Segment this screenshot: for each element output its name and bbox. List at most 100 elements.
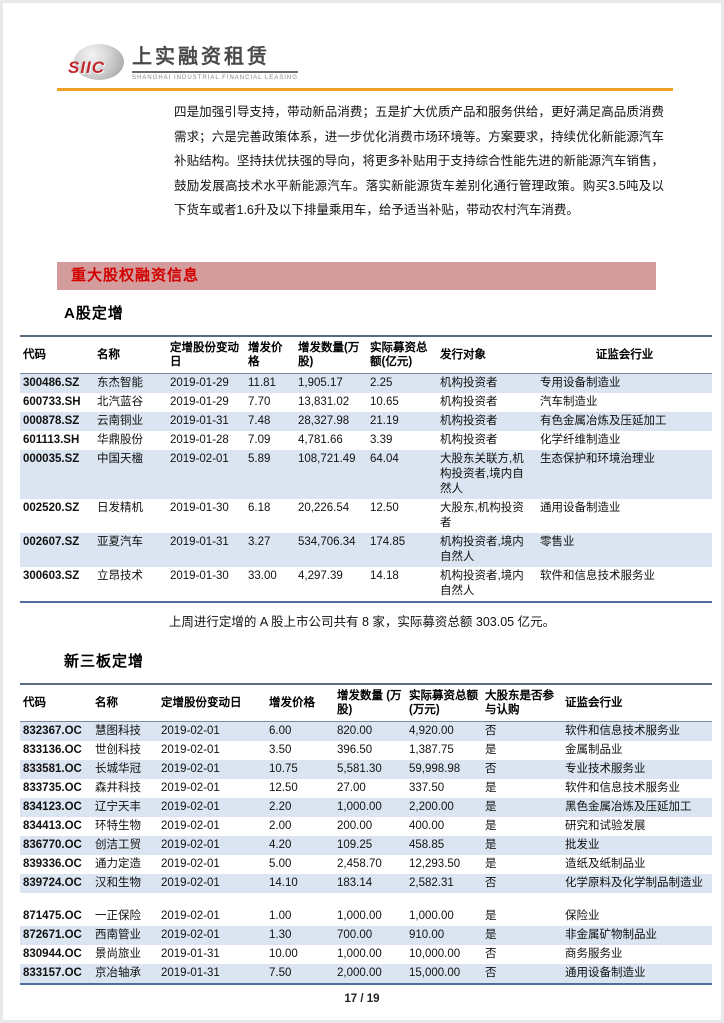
table-cell: 长城华冠 <box>92 760 158 779</box>
table-cell: 3.39 <box>370 434 393 446</box>
table-cell: 2,458.70 <box>337 858 382 870</box>
table-cell <box>92 893 158 907</box>
spacer-row <box>20 893 712 907</box>
table-cell: 云南铜业 <box>94 412 167 431</box>
table-cell: 833581.OC <box>20 760 92 779</box>
table-cell: 64.04 <box>367 450 437 499</box>
table-cell: 世创科技 <box>95 744 141 756</box>
table-cell: 机构投资者,境内自然人 <box>437 533 537 567</box>
table-cell: 保险业 <box>565 910 600 922</box>
table-cell: 3.50 <box>269 744 292 756</box>
table-cell: 002607.SZ <box>20 533 94 567</box>
table-cell: 7.09 <box>248 434 271 446</box>
table-cell <box>482 893 562 907</box>
table-cell: 软件和信息技术服务业 <box>540 570 655 582</box>
table-cell: 华鼎股份 <box>97 434 143 446</box>
table-row: 839724.OC 汉和生物 2019-02-01 14.10 183.14 2,582.… <box>20 874 712 893</box>
table-cell: 慧图科技 <box>92 721 158 741</box>
table-cell: 11.81 <box>245 373 295 393</box>
table-cell: 2019-01-31 <box>167 412 245 431</box>
table-cell: 非金属矿物制品业 <box>562 926 712 945</box>
table-cell: 是 <box>482 926 562 945</box>
table-cell: 833136.OC <box>23 744 82 756</box>
table-cell: 否 <box>482 874 562 893</box>
table-cell <box>334 893 406 907</box>
table-cell: 批发业 <box>562 836 712 855</box>
column-header: 发行对象 <box>437 336 537 374</box>
table-cell: 2019-02-01 <box>161 858 220 870</box>
header-divider <box>57 88 673 91</box>
table-cell: 零售业 <box>537 533 712 567</box>
table-cell: 创洁工贸 <box>92 836 158 855</box>
column-header: 增发价格 <box>266 684 334 722</box>
table-cell: 10.00 <box>269 948 298 960</box>
table-cell: 辽宁天丰 <box>92 798 158 817</box>
table-cell: 833735.OC <box>23 782 82 794</box>
table-cell: 日发精机 <box>97 502 143 514</box>
table-cell: 002520.SZ <box>23 502 80 514</box>
column-header: 名称 <box>94 336 167 374</box>
brand-name: 上实融资租赁 <box>132 40 298 73</box>
column-header: 大股东是否参与认购 <box>482 684 562 722</box>
column-header: 证监会行业 <box>537 336 712 374</box>
table-cell: 832367.OC <box>20 721 92 741</box>
table-cell: 2019-02-01 <box>158 836 266 855</box>
column-header: 代码 <box>20 684 92 722</box>
table-cell: 833157.OC <box>20 964 92 984</box>
table-cell: 2019-01-30 <box>170 570 229 582</box>
table-cell: 2019-01-29 <box>167 373 245 393</box>
logo-text-block: 上实融资租赁 SHANGHAI INDUSTRIAL FINANCIAL LEA… <box>132 40 298 81</box>
table-cell: 研究和试验发展 <box>565 820 646 832</box>
table-cell: 2019-02-01 <box>158 798 266 817</box>
table-cell <box>158 893 266 907</box>
column-header: 实际募资总额(万元) <box>406 684 482 722</box>
table-row: 834123.OC 辽宁天丰 2019-02-01 2.20 1,000.00 2,200… <box>20 798 712 817</box>
table-cell: 12.50 <box>370 502 399 514</box>
table-cell: 10,000.00 <box>409 948 461 960</box>
section-title: 重大股权融资信息 <box>71 267 200 284</box>
table-cell: 2019-02-01 <box>167 450 245 499</box>
neeq-header-row: 代码 名称 定增股份变动日 增发价格 增发数量 (万股) 实际募资总额(万元) 大股东是否参… <box>20 684 712 722</box>
table-cell: 000878.SZ <box>20 412 94 431</box>
table-cell: 834413.OC <box>23 820 82 832</box>
table-row: 002520.SZ 日发精机 2019-01-30 6.18 20,226.54 12.5… <box>20 499 712 533</box>
table-cell: 1.30 <box>266 926 334 945</box>
table-cell: 2,200.00 <box>406 798 482 817</box>
table-cell: 否 <box>482 964 562 984</box>
intro-paragraph: 四是加强引导支持，带动新品消费；五是扩大优质产品和服务供给，更好满足高品质消费需… <box>174 105 664 217</box>
table-row: 871475.OC 一正保险 2019-02-01 1.00 1,000.00 1,000… <box>20 907 712 926</box>
table-cell: 2019-01-28 <box>170 434 229 446</box>
table-cell: 2019-02-01 <box>158 721 266 741</box>
table-cell: 软件和信息技术服务业 <box>562 721 712 741</box>
table-cell: 否 <box>482 760 562 779</box>
table-cell: 金属制品业 <box>565 744 623 756</box>
table-cell: 7.48 <box>245 412 295 431</box>
table-cell: 820.00 <box>334 721 406 741</box>
table-cell: 商务服务业 <box>565 948 623 960</box>
page-number: 17 / 19 <box>344 993 380 1005</box>
table-cell: 300603.SZ <box>23 570 80 582</box>
column-header: 实际募资总额(亿元) <box>367 336 437 374</box>
table-cell: 机构投资者 <box>440 396 498 408</box>
table-cell: 是 <box>482 798 562 817</box>
table-cell: 601113.SH <box>23 434 80 446</box>
table-cell: 通力定造 <box>95 858 141 870</box>
table-cell: 是 <box>485 858 497 870</box>
table-cell: 836770.OC <box>20 836 92 855</box>
table-row: 600733.SH 北汽蓝谷 2019-01-29 7.70 13,831.02 10.6… <box>20 393 712 412</box>
table-cell: 000035.SZ <box>20 450 94 499</box>
table-cell: 机构投资者 <box>440 434 498 446</box>
a-share-summary: 上周进行定增的 A 股上市公司共有 8 家，实际募资总额 303.05 亿元。 <box>168 615 556 629</box>
table-cell: 14.18 <box>370 570 399 582</box>
table-cell: 2,582.31 <box>406 874 482 893</box>
table-cell: 造纸及纸制品业 <box>565 858 646 870</box>
table-cell: 5,581.30 <box>334 760 406 779</box>
table-cell: 20,226.54 <box>298 502 350 514</box>
table-cell: 834123.OC <box>20 798 92 817</box>
table-cell: 3.27 <box>245 533 295 567</box>
table-row: 002607.SZ 亚夏汽车 2019-01-31 3.27 534,706.34 174… <box>20 533 712 567</box>
table-cell: 108,721.49 <box>295 450 367 499</box>
table-row: 834413.OC 环特生物 2019-02-01 2.00 200.00 400.00 是… <box>20 817 712 836</box>
table-cell: 2019-01-31 <box>167 533 245 567</box>
table-cell: 300486.SZ <box>20 373 94 393</box>
